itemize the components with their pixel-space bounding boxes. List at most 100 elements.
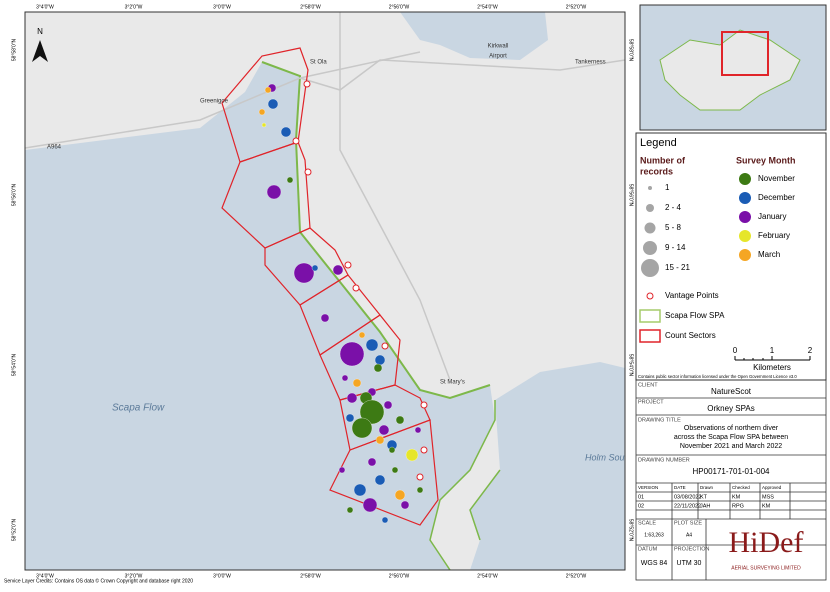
table-cell: 03/08/2022 <box>674 494 702 500</box>
observation <box>383 400 393 410</box>
lon-label: 2°52'0"W <box>566 4 587 10</box>
size-symbol <box>644 222 656 234</box>
lat-label: 58°56'0"N <box>628 184 634 207</box>
sea <box>470 362 625 570</box>
observation <box>388 446 396 454</box>
value: November 2021 and March 2022 <box>680 443 782 450</box>
value: HP00171-701-01-004 <box>693 467 770 476</box>
logo: HiDef <box>729 526 804 559</box>
label: DRAWING NUMBER <box>638 457 690 463</box>
observation <box>332 264 344 276</box>
month-symbol <box>739 173 751 185</box>
table-header: VERSION <box>638 485 658 490</box>
value: across the Scapa Flow SPA between <box>674 434 788 441</box>
roads <box>25 12 625 381</box>
table-cell: MSS <box>762 494 774 500</box>
observation <box>365 338 379 352</box>
lon-label: 3°2'0"W <box>125 4 143 10</box>
lat-label: 58°52'0"N <box>11 518 17 541</box>
legend-heading: Number of <box>640 155 686 165</box>
lat-label: 58°54'0"N <box>11 353 17 376</box>
label: PROJECTION <box>674 546 709 552</box>
observation <box>320 313 330 323</box>
observation <box>261 122 267 128</box>
observation <box>378 424 390 436</box>
lon-label: 3°2'0"W <box>125 573 143 579</box>
legend-label: 9 - 14 <box>665 243 686 252</box>
observation <box>258 108 266 116</box>
lon-label: 3°0'0"W <box>213 573 231 579</box>
table-cell: 02 <box>638 503 644 509</box>
licence: Contains public sector information licen… <box>638 374 797 379</box>
observation <box>362 497 378 513</box>
size-symbol <box>648 186 652 190</box>
observation <box>373 363 383 373</box>
lat-label: 58°56'0"N <box>11 183 17 206</box>
north-arrow <box>32 40 48 62</box>
observation <box>264 86 272 94</box>
revisions: VERSION DATE Drawn Checked Approved 01 03/08/2… <box>638 485 782 509</box>
logo-sub: AERIAL SURVEYING LIMITED <box>731 565 801 571</box>
map: St Ola Kirkwall Airport Tankerness Green… <box>25 12 625 570</box>
table-header: Checked <box>732 485 750 490</box>
spa-boundary <box>261 61 491 400</box>
legend-label: January <box>758 212 786 221</box>
table-cell: 01 <box>638 494 644 500</box>
table-header: DATE <box>674 485 686 490</box>
legend-label: December <box>758 193 795 202</box>
scale-label: 0 <box>733 346 738 355</box>
legend-items: 1 2 - 4 5 - 8 9 - 14 15 - 21 November December… <box>641 173 795 277</box>
lat-label: 58°52'0"N <box>628 519 634 542</box>
place-label: St Mary's <box>440 380 465 386</box>
table-header: Approved <box>762 485 782 490</box>
month-symbol <box>739 211 751 223</box>
scale-bar <box>734 356 811 360</box>
month-symbol <box>739 192 751 204</box>
map-frame <box>24 11 626 571</box>
observation <box>375 435 385 445</box>
legend-label: Count Sectors <box>665 331 716 340</box>
table-cell: RPG <box>732 503 744 509</box>
table-cell: KM <box>762 503 771 509</box>
observation <box>359 399 385 425</box>
lon-label: 3°4'0"W <box>36 4 54 10</box>
observation <box>352 378 362 388</box>
observation <box>266 184 282 200</box>
value: WGS 84 <box>641 560 668 567</box>
place-label: A964 <box>47 145 62 151</box>
observation <box>374 354 386 366</box>
observations <box>258 83 424 524</box>
observation <box>280 126 292 138</box>
observation <box>394 489 406 501</box>
lat-label: 58°58'0"N <box>628 39 634 62</box>
observation <box>341 374 349 382</box>
observation <box>353 483 367 497</box>
observation <box>338 466 346 474</box>
observation <box>374 474 386 486</box>
lon-label: 2°54'0"W <box>477 4 498 10</box>
legend-title: Legend <box>640 137 677 149</box>
legend-label: 2 - 4 <box>665 203 682 212</box>
scale-label: 2 <box>808 346 813 355</box>
observation <box>346 506 354 514</box>
north-label: N <box>37 27 43 36</box>
observation <box>400 500 410 510</box>
observation <box>358 331 366 339</box>
observation <box>351 417 373 439</box>
value: Orkney SPAs <box>707 404 754 413</box>
label: DATUM <box>638 546 658 552</box>
place-label: Greenigoe <box>200 99 229 105</box>
observation <box>405 448 419 462</box>
label: PLOT SIZE <box>674 520 702 526</box>
legend-label: Scapa Flow SPA <box>665 311 725 320</box>
lon-label: 2°54'0"W <box>477 573 498 579</box>
observation <box>286 176 294 184</box>
spa-boundary <box>429 400 501 570</box>
observation <box>381 516 389 524</box>
value: Observations of northern diver <box>684 425 779 432</box>
month-symbol <box>739 249 751 261</box>
observation <box>414 426 422 434</box>
observation <box>346 392 358 404</box>
table-header: Drawn <box>700 485 714 490</box>
